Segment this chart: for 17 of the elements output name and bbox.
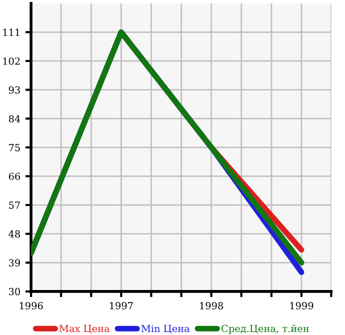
y-tick-label: 66 <box>8 172 20 180</box>
x-tick-label: 1996 <box>20 302 43 310</box>
x-tick-label: 1999 <box>290 302 314 310</box>
y-tick-label: 93 <box>8 86 20 94</box>
y-tick-label: 57 <box>9 202 20 209</box>
legend-label: Min Цена <box>141 324 190 334</box>
legend-label: Max Цена <box>59 324 110 334</box>
legend-label: Сред.Цена, т.йен <box>222 324 309 334</box>
y-tick-label: 111 <box>3 28 20 36</box>
y-tick-label: 84 <box>8 115 20 122</box>
y-tick-label: 30 <box>9 288 20 296</box>
y-tick-label: 39 <box>9 259 20 266</box>
x-tick-label: 1998 <box>200 302 224 310</box>
x-tick-label: 1997 <box>110 302 133 310</box>
y-tick-label: 48 <box>8 230 20 238</box>
y-tick-label: 102 <box>3 57 20 65</box>
y-tick-label: 75 <box>9 144 20 152</box>
